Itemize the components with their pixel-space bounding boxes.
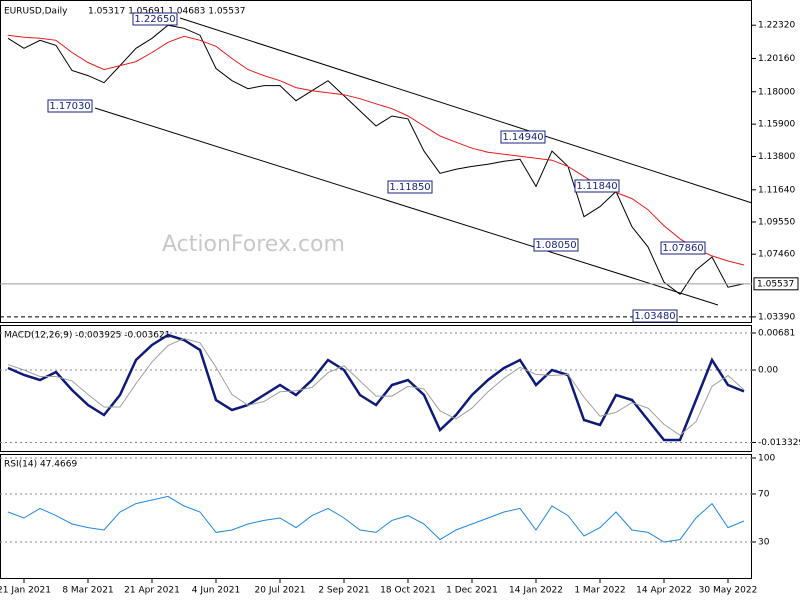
annotation-box [632,309,678,323]
ohlc: 1.05317 1.05691 1.04683 1.05537 [88,7,245,17]
y-tick-label: 0.00681 [758,329,795,339]
annotation: 1.03480 [634,311,675,322]
rsi-panel [0,454,752,579]
annotation-box [387,180,433,194]
annotation: 1.07860 [662,243,703,254]
series-line [7,495,745,543]
x-tick-label: 20 Jul 2021 [255,586,306,596]
series-line [7,24,745,296]
x-tick-label: 14 Jan 2022 [509,586,563,596]
series-line [7,333,745,442]
x-tick-label: 21 Apr 2021 [124,586,180,596]
y-tick-label: 70 [758,490,770,500]
channel-lower [94,107,719,306]
annotation: 1.11850 [389,182,430,193]
annotation-box [574,179,620,193]
annotation-box [533,238,579,252]
channel-upper [179,17,753,204]
last-price-box [753,277,799,291]
watermark: ActionForex.com [162,232,345,257]
y-tick-label: 1.18000 [758,87,795,97]
annotation-box [132,12,178,26]
annotation: 1.22650 [134,14,175,25]
series-line [7,337,745,436]
annotation: 1.08050 [535,240,576,251]
x-tick-label: 30 May 2022 [699,586,758,596]
rsi-title: RSI(14) 47.4669 [4,460,77,470]
annotation: 1.11840 [576,181,617,192]
y-tick-label: 1.03390 [758,312,795,322]
annotation: 1.17030 [49,101,90,112]
annotation-box [500,130,546,144]
last-price-label: 1.05537 [757,279,794,289]
macd-panel [0,325,752,452]
y-tick-label: 1.07460 [758,250,795,260]
chart-title: EURUSD,Daily [4,7,68,17]
price-panel [0,0,752,323]
y-tick-label: 1.15900 [758,120,795,130]
annotation: 1.14940 [502,132,543,143]
x-tick-label: 21 Jan 2021 [0,586,51,596]
y-tick-label: -0.013329 [758,438,800,448]
x-tick-label: 4 Jun 2021 [192,586,240,596]
x-tick-label: 1 Dec 2021 [446,586,498,596]
y-tick-label: 30 [758,538,770,548]
y-tick-label: 100 [758,454,775,464]
y-tick-label: 0.00 [758,366,778,376]
x-tick-label: 2 Sep 2021 [318,586,369,596]
x-tick-label: 18 Oct 2021 [380,586,436,596]
y-tick-label: 1.09550 [758,217,795,227]
y-tick-label: 1.22320 [758,21,795,31]
series-line [7,34,745,266]
annotation-box [47,99,93,113]
x-tick-label: 1 Mar 2022 [574,586,625,596]
annotation-box [660,241,706,255]
y-tick-label: 1.11640 [758,185,795,195]
x-tick-label: 8 Mar 2021 [62,586,113,596]
y-tick-label: 1.13800 [758,152,795,162]
macd-title: MACD(12,26,9) -0.003925 -0.003621 [4,331,170,341]
x-tick-label: 14 Apr 2022 [636,586,692,596]
y-tick-label: 1.20160 [758,54,795,64]
